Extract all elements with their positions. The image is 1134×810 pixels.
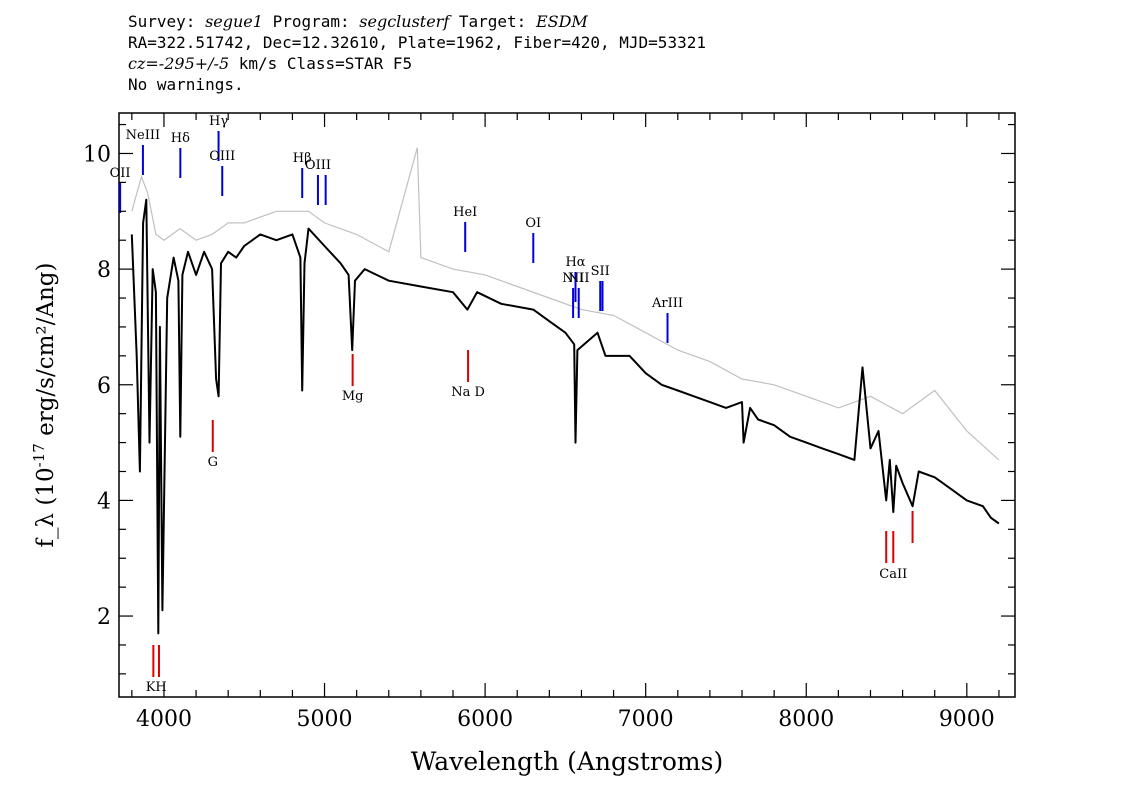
- x-tick-label: 5000: [297, 707, 353, 732]
- emission-line-label: Hβ: [293, 151, 312, 166]
- absorption-line-label: G: [208, 455, 218, 470]
- y-axis-label: f_λ (10-17 erg/s/cm²/Ang): [30, 262, 59, 547]
- smoothed-flux-layer: [130, 198, 1000, 635]
- absorption-line-label: Na D: [451, 385, 485, 400]
- emission-line-label: ArIII: [651, 296, 683, 311]
- x-tick-label: 9000: [939, 707, 995, 732]
- emission-line-label: NII: [562, 271, 584, 286]
- class-value: km/s Class=STAR F5: [229, 54, 413, 73]
- y-label-exponent: -17: [30, 443, 48, 467]
- smoothed-flux-line: [130, 198, 1000, 635]
- survey-value: segue1: [205, 12, 263, 31]
- x-tick-label: 7000: [618, 707, 674, 732]
- emission-line-label: NeIII: [126, 128, 160, 143]
- absorption-line-label: Mg: [342, 389, 364, 404]
- header-redshift-line: cz=-295+/-5 km/s Class=STAR F5: [128, 53, 706, 74]
- y-tick-label: 2: [97, 605, 111, 630]
- emission-line-label: OIII: [305, 158, 331, 173]
- emission-line-label: OII: [110, 166, 131, 181]
- emission-line-label: Hγ: [209, 114, 228, 129]
- axis-ticks-layer: 4000 5000 6000 7000 8000 9000 2 4 6 8 10: [83, 113, 1015, 732]
- redshift-value: cz=-295+/-5: [128, 54, 230, 73]
- spectrum-header: Survey: segue1 Program: segclusterf Targ…: [128, 11, 706, 95]
- emission-line-label: OI: [525, 216, 541, 231]
- y-tick-label: 8: [97, 258, 111, 283]
- y-tick-label: 6: [97, 374, 111, 399]
- x-tick-label: 8000: [778, 707, 834, 732]
- emission-line-label: Hα: [565, 255, 585, 270]
- header-coordinates-line: RA=322.51742, Dec=12.32610, Plate=1962, …: [128, 33, 706, 52]
- x-tick-label: 4000: [136, 707, 192, 732]
- emission-line-label: HeI: [453, 205, 477, 220]
- y-label-main: f_λ (10: [33, 467, 59, 547]
- survey-label: Survey:: [128, 12, 206, 31]
- raw-flux-line: [131, 147, 1000, 461]
- plot-frame: [118, 112, 1016, 698]
- target-label: Target:: [449, 12, 536, 31]
- emission-line-label: Hδ: [171, 131, 190, 146]
- program-label: Program:: [262, 12, 360, 31]
- y-tick-label: 4: [97, 489, 111, 514]
- target-value: ESDM: [535, 12, 588, 31]
- y-tick-label: 10: [83, 142, 111, 167]
- x-tick-label: 6000: [457, 707, 513, 732]
- header-warnings-line: No warnings.: [128, 75, 244, 94]
- emission-line-label: NII: [568, 271, 590, 286]
- emission-line-label: OIII: [209, 149, 235, 164]
- y-label-units: erg/s/cm²/Ang): [33, 262, 59, 443]
- absorption-line-label: CaII: [879, 567, 907, 582]
- absorption-line-label: KH: [146, 680, 167, 695]
- raw-flux-layer: [131, 147, 1000, 461]
- x-axis-label: Wavelength (Angstroms): [411, 747, 723, 776]
- header-survey-line: Survey: segue1 Program: segclusterf Targ…: [128, 11, 706, 32]
- emission-line-label: SII: [591, 264, 610, 279]
- program-value: segclusterf: [359, 12, 450, 31]
